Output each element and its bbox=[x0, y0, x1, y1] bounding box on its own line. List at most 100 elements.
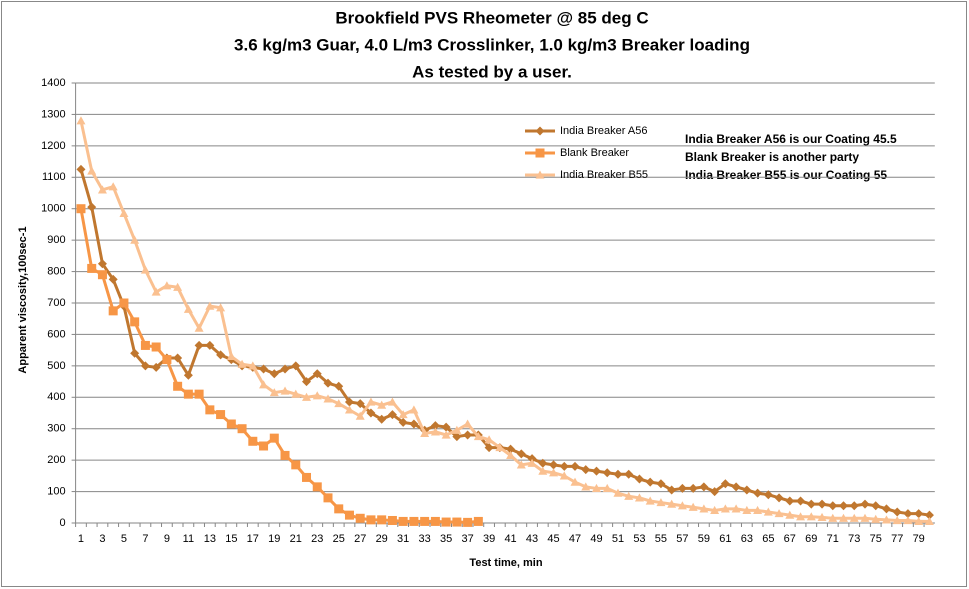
x-tick-label: 5 bbox=[121, 533, 127, 545]
data-point bbox=[108, 182, 118, 191]
data-point bbox=[205, 301, 215, 310]
y-tick-label: 400 bbox=[47, 391, 65, 403]
x-tick-label: 37 bbox=[461, 533, 473, 545]
data-point bbox=[259, 364, 269, 374]
data-point bbox=[87, 166, 97, 175]
x-tick-label: 15 bbox=[225, 533, 237, 545]
data-point bbox=[248, 436, 258, 446]
x-tick-label: 3 bbox=[99, 533, 105, 545]
data-point bbox=[559, 461, 569, 471]
data-point bbox=[259, 441, 269, 451]
data-point bbox=[97, 185, 107, 194]
data-point bbox=[248, 361, 258, 370]
legend-label: India Breaker A56 bbox=[560, 125, 647, 137]
data-point bbox=[742, 485, 752, 495]
data-point bbox=[624, 469, 634, 479]
data-point bbox=[162, 355, 172, 365]
data-point bbox=[581, 482, 591, 491]
x-tick-label: 53 bbox=[633, 533, 645, 545]
data-point bbox=[549, 468, 559, 477]
x-tick-label: 29 bbox=[376, 533, 388, 545]
data-point bbox=[463, 419, 473, 428]
data-point bbox=[194, 340, 204, 350]
data-point bbox=[634, 474, 644, 484]
data-point bbox=[903, 509, 913, 519]
data-point bbox=[162, 281, 172, 290]
data-point bbox=[226, 351, 236, 361]
data-point bbox=[796, 512, 806, 521]
data-point bbox=[463, 517, 473, 527]
x-tick-label: 65 bbox=[762, 533, 774, 545]
annotation: Blank Breaker is another party bbox=[685, 150, 859, 164]
data-point bbox=[334, 504, 344, 514]
x-tick-label: 63 bbox=[741, 533, 753, 545]
x-tick-label: 1 bbox=[78, 533, 84, 545]
data-point bbox=[720, 479, 730, 489]
data-point bbox=[387, 515, 397, 525]
chart-title: Brookfield PVS Rheometer @ 85 deg C bbox=[335, 8, 648, 27]
data-point bbox=[538, 458, 548, 468]
data-point bbox=[130, 348, 140, 358]
data-point bbox=[312, 369, 322, 379]
data-point bbox=[377, 515, 387, 525]
data-point bbox=[312, 482, 322, 492]
x-tick-label: 35 bbox=[440, 533, 452, 545]
data-point bbox=[677, 501, 687, 510]
data-point bbox=[194, 323, 204, 332]
data-point bbox=[173, 282, 183, 291]
data-point bbox=[871, 514, 881, 523]
data-point bbox=[871, 501, 881, 511]
data-point bbox=[140, 265, 150, 274]
data-point bbox=[699, 504, 709, 513]
x-tick-label: 73 bbox=[848, 533, 860, 545]
data-point bbox=[828, 501, 838, 511]
data-point bbox=[76, 204, 86, 214]
data-point bbox=[151, 342, 161, 352]
data-point bbox=[302, 392, 312, 401]
x-tick-label: 75 bbox=[870, 533, 882, 545]
data-point bbox=[280, 386, 290, 395]
chart-subtitle: As tested by a user. bbox=[412, 62, 572, 81]
data-point bbox=[538, 466, 548, 475]
data-point bbox=[441, 517, 451, 527]
data-point bbox=[613, 469, 623, 479]
data-point bbox=[656, 479, 666, 489]
data-point bbox=[344, 405, 354, 414]
data-point bbox=[237, 424, 247, 434]
data-point bbox=[688, 502, 698, 511]
data-point bbox=[183, 389, 193, 399]
data-point bbox=[366, 515, 376, 525]
data-point bbox=[259, 380, 269, 389]
annotation: India Breaker A56 is our Coating 45.5 bbox=[685, 132, 897, 146]
data-point bbox=[194, 389, 204, 399]
data-point bbox=[269, 388, 279, 397]
data-point bbox=[398, 410, 408, 419]
data-point bbox=[441, 430, 451, 439]
y-tick-label: 1000 bbox=[41, 203, 65, 215]
x-tick-label: 57 bbox=[676, 533, 688, 545]
data-point bbox=[344, 397, 354, 407]
data-point bbox=[473, 432, 483, 441]
data-point bbox=[763, 490, 773, 500]
data-point bbox=[140, 361, 150, 371]
data-point bbox=[409, 405, 419, 414]
data-point bbox=[667, 499, 677, 508]
data-point bbox=[699, 482, 709, 492]
x-tick-label: 67 bbox=[784, 533, 796, 545]
data-point bbox=[903, 515, 913, 525]
data-point bbox=[774, 493, 784, 503]
data-point bbox=[839, 513, 849, 522]
y-tick-label: 1200 bbox=[41, 140, 65, 152]
y-tick-label: 300 bbox=[47, 423, 65, 435]
legend-label: Blank Breaker bbox=[560, 147, 629, 159]
x-tick-label: 25 bbox=[333, 533, 345, 545]
data-point bbox=[269, 433, 279, 443]
data-point bbox=[280, 450, 290, 460]
data-point bbox=[860, 513, 870, 522]
x-tick-label: 13 bbox=[204, 533, 216, 545]
data-point bbox=[677, 483, 687, 493]
data-point bbox=[881, 515, 891, 524]
data-point bbox=[334, 381, 344, 391]
y-tick-label: 1300 bbox=[41, 108, 65, 120]
data-point bbox=[570, 477, 580, 486]
